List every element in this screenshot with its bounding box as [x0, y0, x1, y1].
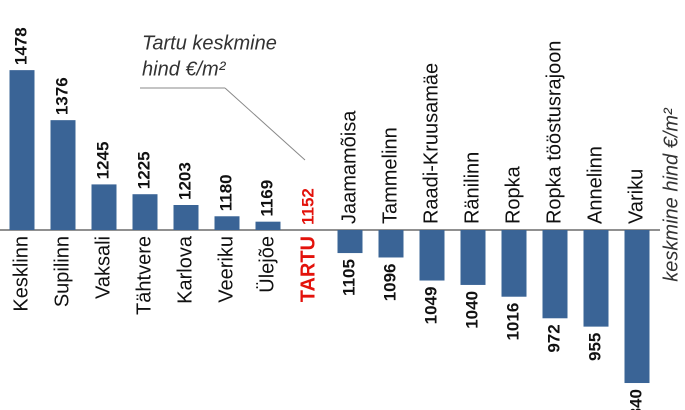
- annotation: hind €/m²: [142, 58, 227, 80]
- value-label: 1245: [93, 142, 112, 180]
- x-tick-label: Tammelinn: [379, 127, 401, 224]
- value-label: 1049: [421, 287, 440, 325]
- value-label: 1040: [462, 291, 481, 329]
- x-tick-label: Veeriku: [215, 236, 237, 303]
- value-label: 1478: [11, 27, 30, 65]
- x-tick-label: Ränilinn: [461, 152, 483, 224]
- bar: [583, 230, 609, 327]
- x-tick-label: Tähtvere: [133, 236, 155, 315]
- bar: [214, 216, 240, 231]
- bar: [255, 221, 281, 231]
- value-label: 1376: [52, 77, 71, 115]
- value-label: 1016: [503, 303, 522, 341]
- bar: [132, 194, 158, 231]
- annotation: Tartu keskmine: [142, 32, 277, 54]
- x-tick-label: Ropka: [502, 165, 524, 224]
- x-tick-label: Raadi-Kruusamäe: [420, 63, 442, 224]
- x-tick-label: TARTU: [297, 236, 319, 302]
- value-label: 840: [626, 389, 645, 410]
- x-tick-label: Ropka tööstusrajoon: [543, 41, 565, 224]
- bar: [91, 184, 117, 231]
- x-tick-label: Kesklinn: [10, 236, 32, 312]
- bar: [337, 230, 363, 254]
- x-tick-label: Variku: [625, 169, 647, 224]
- bar: [460, 230, 486, 285]
- bar: [501, 230, 527, 297]
- value-label: 1180: [216, 174, 235, 211]
- value-label: 1105: [339, 259, 358, 296]
- bar: [378, 230, 404, 258]
- value-label: 1152: [298, 188, 317, 225]
- x-tick-label: Vaksali: [92, 236, 114, 299]
- annotation-line: [224, 87, 306, 161]
- x-tick-label: Annelinn: [584, 146, 606, 224]
- bar: [419, 230, 445, 281]
- x-tick-label: Supilinn: [51, 236, 73, 307]
- bar: [173, 205, 199, 231]
- value-label: 972: [544, 324, 563, 352]
- value-label: 955: [585, 333, 604, 361]
- value-label: 1225: [134, 151, 153, 189]
- y-axis-label: keskmine hind €/m²: [660, 107, 682, 282]
- bar: [9, 70, 35, 231]
- x-tick-label: Jaamamõisa: [338, 110, 360, 224]
- value-label: 1169: [257, 180, 276, 217]
- bar: [50, 120, 76, 231]
- x-tick-label: Ülejõe: [256, 236, 278, 293]
- value-label: 1203: [175, 162, 194, 200]
- bar: [624, 230, 650, 384]
- bar: [542, 230, 568, 319]
- value-label: 1096: [380, 263, 399, 301]
- x-tick-label: Karlova: [174, 235, 196, 304]
